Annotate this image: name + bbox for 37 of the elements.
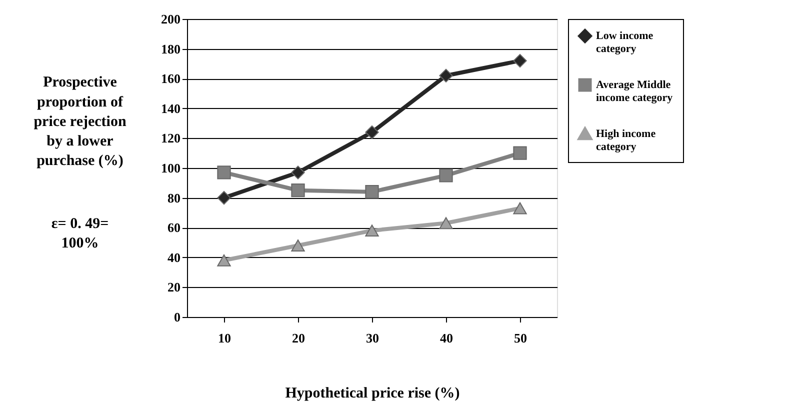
point	[365, 125, 379, 140]
point	[513, 54, 527, 68]
point	[217, 254, 231, 266]
point	[291, 240, 305, 252]
legend-label: Low income category	[596, 30, 654, 55]
point	[365, 224, 379, 237]
x-tick-label: 20	[292, 330, 305, 346]
point	[439, 168, 453, 182]
point	[291, 184, 305, 198]
y-tick-label: 20	[168, 280, 180, 295]
point	[365, 185, 379, 199]
point	[439, 68, 453, 82]
y-tick-label: 0	[174, 310, 180, 324]
point	[513, 146, 527, 160]
y-axis-title: Prospective proportion of price rejection by a lower purchase (%)	[34, 74, 127, 170]
y-tick-label: 200	[161, 12, 180, 26]
point	[513, 202, 527, 214]
y-tick-label: 60	[168, 220, 180, 236]
y-tick-label: 80	[168, 190, 180, 206]
point	[439, 217, 453, 230]
y-tick-label: 100	[161, 160, 180, 176]
x-tick-label: 10	[218, 330, 231, 346]
x-tick-label: 30	[366, 330, 379, 346]
y-tick-label: 40	[168, 250, 180, 265]
point	[291, 166, 305, 180]
y-tick-label: 180	[161, 41, 180, 56]
legend-label: Average Middle income category	[596, 79, 674, 104]
x-tick-label: 40	[440, 330, 453, 346]
legend-label: High income category	[596, 128, 656, 153]
point	[217, 190, 231, 205]
x-tick-label: 50	[514, 330, 527, 346]
y-tick-label: 140	[161, 100, 180, 116]
y-tick-label: 160	[161, 71, 180, 86]
point	[217, 166, 231, 180]
y-tick-label: 120	[161, 130, 180, 146]
x-axis-title: Hypothetical price rise (%)	[285, 386, 460, 402]
text: ε= 0. 49= 100%	[51, 216, 109, 252]
